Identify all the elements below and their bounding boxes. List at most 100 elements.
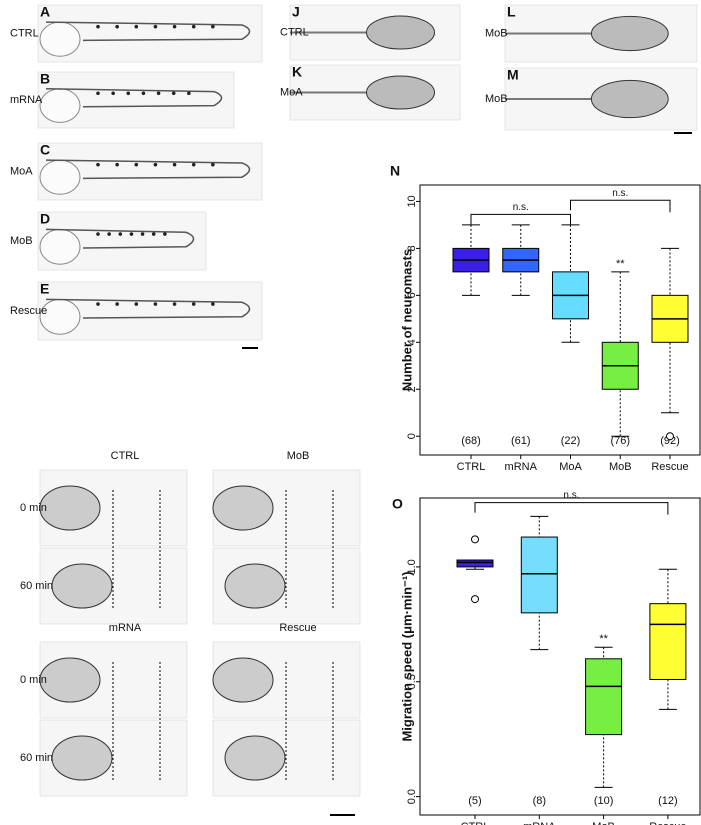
neuromast [187, 91, 191, 96]
fish-body [45, 159, 251, 180]
neuromast [126, 91, 131, 96]
primordium [590, 15, 669, 52]
panel-title: CTRL [111, 450, 140, 462]
time-label: 60 min [20, 580, 53, 592]
x-tick-label: Rescue [651, 461, 688, 473]
time-label: 0 min [20, 502, 47, 514]
bracket-label: n.s. [513, 202, 529, 213]
primordium [366, 75, 435, 110]
count-label: (12) [658, 795, 678, 807]
panel-label: Rescue [10, 305, 47, 317]
plot-frame [419, 184, 701, 456]
significance: ** [599, 633, 608, 645]
y-axis-label: Number of neuromasts [399, 249, 414, 391]
neuromast [191, 162, 196, 167]
fish-body [45, 298, 251, 319]
neuromast [96, 232, 100, 236]
x-tick-label: mRNA [523, 821, 556, 825]
count-label: (61) [511, 435, 531, 447]
neuromast [141, 91, 146, 96]
x-tick-label: CTRL [457, 461, 486, 473]
x-tick-label: MoA [559, 461, 582, 473]
neuromast [115, 24, 119, 29]
count-label: (68) [461, 435, 481, 447]
primordium [39, 485, 101, 531]
panel-label: MoA [280, 86, 303, 98]
panel-label: MoA [10, 165, 33, 177]
neuromast [151, 232, 156, 236]
panel-letter: N [390, 163, 400, 179]
neuromast [129, 232, 134, 236]
x-tick-label: MoB [609, 461, 632, 473]
panel-letter: B [40, 71, 50, 87]
neuromast [172, 162, 177, 167]
neuromast [111, 91, 115, 96]
outlier [471, 535, 479, 544]
neuromast [134, 24, 139, 29]
panel-label: MoB [485, 27, 508, 39]
primordium [51, 563, 113, 609]
time-label: 0 min [20, 674, 47, 686]
y-tick-label: 10 [406, 195, 418, 207]
neuromast [153, 162, 158, 167]
time-label: 60 min [20, 752, 53, 764]
y-tick-label: 1.0 [406, 559, 418, 574]
significance: ** [616, 258, 625, 270]
neuromast [191, 302, 196, 306]
count-label: (8) [533, 795, 546, 807]
neuromast [96, 91, 100, 96]
neuromast [96, 162, 100, 167]
box [456, 559, 494, 568]
panel-title: mRNA [109, 622, 142, 634]
neuromast [172, 302, 177, 306]
fish-yolk [39, 228, 81, 265]
x-tick-label: mRNA [505, 461, 538, 473]
neuromast [211, 162, 215, 167]
primordium [212, 485, 274, 531]
bracket-label: n.s. [563, 490, 579, 501]
neuromast [163, 232, 167, 236]
y-tick-label: 6 [406, 292, 418, 298]
outlier [471, 595, 479, 604]
count-label: (22) [561, 435, 581, 447]
bracket [570, 199, 671, 213]
outlier [666, 432, 674, 441]
fish-yolk [39, 88, 81, 123]
neuromast [171, 91, 176, 96]
neuromast [118, 232, 123, 236]
panel-label: CTRL [280, 26, 309, 38]
neuromast [96, 24, 100, 29]
panel-letter: C [40, 142, 50, 158]
count-label: (92) [660, 435, 680, 447]
neuromast [172, 24, 177, 29]
panel-letter: J [292, 4, 300, 20]
neuromast [153, 24, 158, 29]
y-tick-label: 2 [406, 386, 418, 392]
panel-letter: K [292, 64, 302, 80]
box [520, 536, 558, 614]
x-tick-label: CTRL [461, 821, 490, 825]
panel-label: mRNA [10, 94, 43, 106]
bracket-label: n.s. [612, 188, 628, 199]
primordium [39, 657, 101, 703]
panel-letter: L [507, 4, 516, 20]
panel-title: MoB [287, 450, 310, 462]
fish-body [45, 88, 223, 108]
y-tick-label: 0.5 [406, 674, 418, 689]
panel-letter: O [392, 496, 403, 512]
y-tick-label: 4 [406, 339, 418, 345]
primordium [366, 15, 435, 50]
y-tick-label: 0 [406, 433, 418, 439]
primordium [224, 735, 286, 781]
neuromast [96, 302, 100, 306]
y-tick-label: 8 [406, 245, 418, 251]
neuromast [153, 302, 158, 306]
box [585, 658, 623, 736]
fish-body [45, 228, 195, 249]
fish-yolk [39, 159, 81, 195]
primordium [51, 735, 113, 781]
x-tick-label: Rescue [649, 821, 686, 825]
neuromast [156, 91, 161, 96]
